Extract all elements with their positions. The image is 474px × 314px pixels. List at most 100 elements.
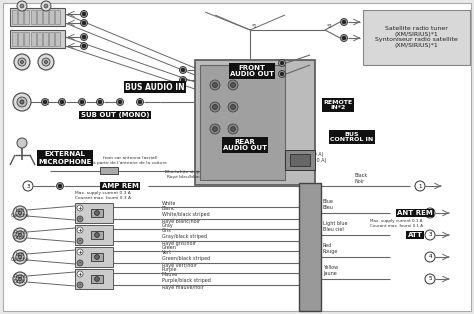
Circle shape [17,138,27,148]
Bar [49,10,54,24]
Circle shape [80,100,84,104]
Circle shape [137,99,144,106]
Text: Max. supply current 0.3 A
Courant max. fourni 0.3 A: Max. supply current 0.3 A Courant max. f… [75,191,131,200]
Text: Gray
Gris: Gray Gris [162,223,174,233]
Circle shape [230,83,236,88]
Circle shape [38,54,54,70]
Text: EXTERNAL
MICROPHONE: EXTERNAL MICROPHONE [38,151,91,165]
Circle shape [18,58,26,66]
Circle shape [280,61,284,65]
Circle shape [18,233,22,237]
Bar [43,32,48,46]
Text: 1: 1 [418,183,422,188]
Text: White
Blanc: White Blanc [162,201,176,211]
Text: REAR
AUDIO OUT: REAR AUDIO OUT [223,138,267,151]
Circle shape [13,272,27,286]
Text: Right
Droit: Right Droit [13,230,27,241]
Circle shape [45,61,47,63]
Circle shape [181,78,185,82]
Circle shape [77,249,83,255]
Text: BUS
CONTROL IN: BUS CONTROL IN [330,132,374,143]
Circle shape [82,44,86,48]
Text: Light blue
Bleu ciel: Light blue Bleu ciel [323,221,347,232]
Text: +: + [78,250,82,255]
Text: Green/black striped
Rayé vert/noir: Green/black striped Rayé vert/noir [162,256,210,268]
Circle shape [20,61,24,63]
Circle shape [77,238,83,244]
Circle shape [210,124,220,134]
Bar [91,209,103,217]
Text: -: - [79,261,81,266]
Circle shape [180,67,186,73]
Circle shape [181,68,185,72]
Circle shape [230,127,236,132]
Circle shape [79,99,85,106]
Text: Green
Vert: Green Vert [162,245,177,255]
Bar [43,10,48,24]
Bar [299,183,321,311]
Circle shape [43,100,47,104]
Circle shape [228,124,238,134]
Text: Fuse (10 A)
Fusible (10 A): Fuse (10 A) Fusible (10 A) [293,152,327,163]
Circle shape [82,12,86,16]
Circle shape [17,1,27,11]
Text: ANT REM: ANT REM [397,210,433,216]
Bar [31,32,36,46]
Text: AMP REM: AMP REM [101,183,138,189]
Circle shape [58,99,65,106]
Circle shape [340,19,347,25]
Text: Yellow
Jaune: Yellow Jaune [323,265,338,276]
Bar [75,203,113,223]
Bar [200,65,285,180]
Bar [49,32,54,46]
Text: 2: 2 [428,210,432,215]
Bar [24,32,29,46]
Circle shape [60,100,64,104]
Bar [10,30,65,48]
Text: Left
Gauche: Left Gauche [11,252,29,263]
Circle shape [13,250,27,264]
Circle shape [17,97,27,107]
Bar [75,269,113,289]
Circle shape [210,102,220,112]
Text: Left
Gauche: Left Gauche [11,208,29,219]
Circle shape [82,21,86,25]
Text: from car antenna (aerial)
à partir de l'antenne de la voiture: from car antenna (aerial) à partir de l'… [93,156,167,165]
Circle shape [44,4,48,8]
Circle shape [20,4,24,8]
Circle shape [230,105,236,110]
Text: 4: 4 [428,255,432,259]
Bar [18,32,23,46]
Circle shape [425,230,435,240]
Circle shape [212,127,218,132]
Text: +: + [78,205,82,210]
Circle shape [13,228,27,242]
Circle shape [180,77,186,84]
Circle shape [95,255,100,259]
Circle shape [95,277,100,281]
Text: *1: *1 [252,24,258,29]
Bar [55,32,60,46]
Text: 5: 5 [428,277,432,281]
Circle shape [18,211,22,215]
Circle shape [13,206,27,220]
Circle shape [58,184,62,188]
Text: Purple
Mauve: Purple Mauve [162,267,178,277]
Circle shape [95,233,100,237]
Circle shape [20,100,24,104]
Circle shape [77,216,83,222]
Text: Purple/black striped
Rayé mauve/noir: Purple/black striped Rayé mauve/noir [162,278,211,290]
Bar [31,10,36,24]
Circle shape [18,277,22,281]
Bar [12,32,17,46]
Circle shape [42,99,48,106]
Text: ATT: ATT [408,232,422,238]
Text: -: - [79,216,81,221]
Bar [285,150,315,170]
Text: *2: *2 [327,24,333,29]
Text: Gray/black striped
Rayé gris/noir: Gray/black striped Rayé gris/noir [162,234,207,246]
Circle shape [77,271,83,277]
Circle shape [41,1,51,11]
Circle shape [279,71,285,78]
Text: 3: 3 [428,232,432,237]
